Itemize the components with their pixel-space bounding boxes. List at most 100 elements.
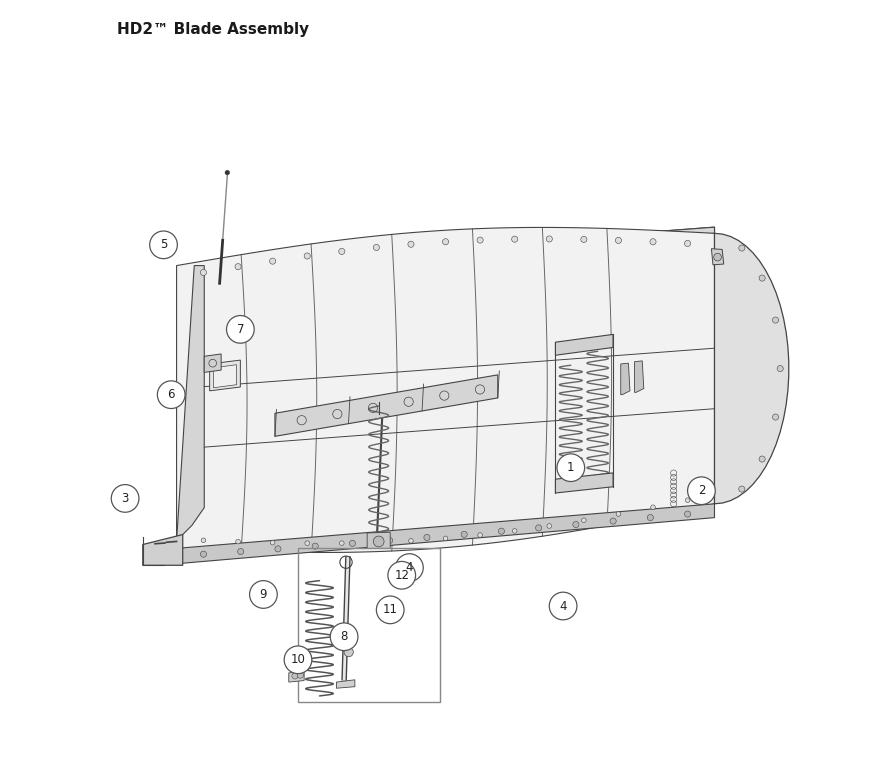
- Circle shape: [773, 317, 779, 324]
- Circle shape: [330, 623, 358, 651]
- Circle shape: [312, 543, 318, 550]
- Text: 11: 11: [383, 604, 398, 616]
- Circle shape: [546, 236, 552, 242]
- Circle shape: [305, 541, 310, 546]
- Circle shape: [373, 245, 379, 251]
- Circle shape: [650, 238, 656, 245]
- Circle shape: [270, 258, 275, 264]
- Polygon shape: [715, 233, 789, 504]
- Circle shape: [238, 549, 244, 555]
- Polygon shape: [204, 354, 221, 372]
- Text: 6: 6: [168, 389, 175, 401]
- Polygon shape: [143, 535, 183, 565]
- Circle shape: [250, 580, 277, 608]
- Circle shape: [275, 546, 281, 552]
- Circle shape: [150, 231, 178, 259]
- Circle shape: [408, 539, 413, 543]
- Circle shape: [201, 269, 207, 276]
- Text: 4: 4: [559, 600, 567, 612]
- Polygon shape: [177, 504, 715, 563]
- Text: 4: 4: [406, 561, 413, 574]
- Circle shape: [550, 592, 577, 620]
- Circle shape: [777, 365, 783, 372]
- Circle shape: [739, 486, 745, 492]
- Text: 9: 9: [259, 588, 267, 601]
- Circle shape: [759, 275, 765, 281]
- Circle shape: [111, 485, 139, 512]
- Text: 2: 2: [698, 485, 705, 497]
- Circle shape: [478, 533, 482, 537]
- Circle shape: [498, 528, 504, 534]
- Circle shape: [345, 648, 353, 656]
- Circle shape: [442, 238, 448, 245]
- Polygon shape: [194, 227, 715, 265]
- Circle shape: [461, 531, 467, 537]
- Circle shape: [582, 518, 586, 522]
- Text: 3: 3: [122, 492, 129, 505]
- Circle shape: [773, 414, 779, 420]
- Polygon shape: [711, 248, 724, 265]
- Circle shape: [547, 524, 551, 529]
- Text: 1: 1: [567, 461, 575, 474]
- Circle shape: [386, 537, 392, 543]
- Circle shape: [581, 236, 587, 242]
- Circle shape: [739, 245, 745, 251]
- Circle shape: [759, 456, 765, 462]
- Circle shape: [685, 241, 691, 247]
- Circle shape: [157, 381, 185, 409]
- Circle shape: [647, 515, 654, 521]
- Circle shape: [687, 477, 715, 505]
- Circle shape: [235, 264, 242, 270]
- Circle shape: [339, 541, 345, 546]
- Ellipse shape: [377, 604, 400, 616]
- Circle shape: [685, 511, 691, 517]
- Text: 10: 10: [290, 653, 305, 666]
- Circle shape: [557, 454, 584, 481]
- Circle shape: [511, 236, 518, 242]
- Circle shape: [388, 561, 416, 589]
- Circle shape: [338, 248, 345, 255]
- Circle shape: [374, 540, 378, 545]
- Circle shape: [651, 505, 655, 509]
- Polygon shape: [210, 360, 241, 391]
- Circle shape: [377, 596, 404, 624]
- Circle shape: [573, 522, 579, 528]
- Circle shape: [235, 539, 241, 544]
- Circle shape: [297, 672, 304, 678]
- Polygon shape: [337, 680, 355, 688]
- Circle shape: [349, 540, 355, 546]
- Circle shape: [284, 646, 312, 673]
- Circle shape: [226, 316, 254, 343]
- Circle shape: [292, 673, 298, 679]
- Polygon shape: [555, 473, 613, 493]
- Polygon shape: [621, 363, 630, 395]
- Polygon shape: [177, 228, 715, 553]
- Polygon shape: [213, 365, 236, 388]
- Text: 7: 7: [236, 323, 244, 336]
- Polygon shape: [275, 375, 498, 437]
- Circle shape: [225, 170, 230, 175]
- Polygon shape: [635, 361, 644, 392]
- Circle shape: [616, 512, 621, 516]
- Text: 8: 8: [340, 630, 348, 643]
- Text: 5: 5: [160, 238, 167, 252]
- Ellipse shape: [383, 607, 395, 613]
- Circle shape: [270, 540, 275, 545]
- Circle shape: [535, 525, 542, 531]
- Circle shape: [408, 241, 414, 248]
- Circle shape: [424, 534, 430, 540]
- Text: HD2™ Blade Assembly: HD2™ Blade Assembly: [117, 22, 310, 37]
- Circle shape: [714, 253, 721, 261]
- Circle shape: [615, 238, 622, 244]
- Circle shape: [201, 551, 207, 557]
- Polygon shape: [367, 533, 390, 548]
- Circle shape: [443, 536, 448, 541]
- Circle shape: [305, 253, 310, 259]
- Circle shape: [202, 538, 206, 543]
- Circle shape: [477, 237, 483, 243]
- Polygon shape: [177, 265, 204, 541]
- Text: 12: 12: [394, 569, 409, 582]
- Circle shape: [512, 529, 517, 533]
- Polygon shape: [204, 227, 715, 508]
- Circle shape: [395, 553, 424, 581]
